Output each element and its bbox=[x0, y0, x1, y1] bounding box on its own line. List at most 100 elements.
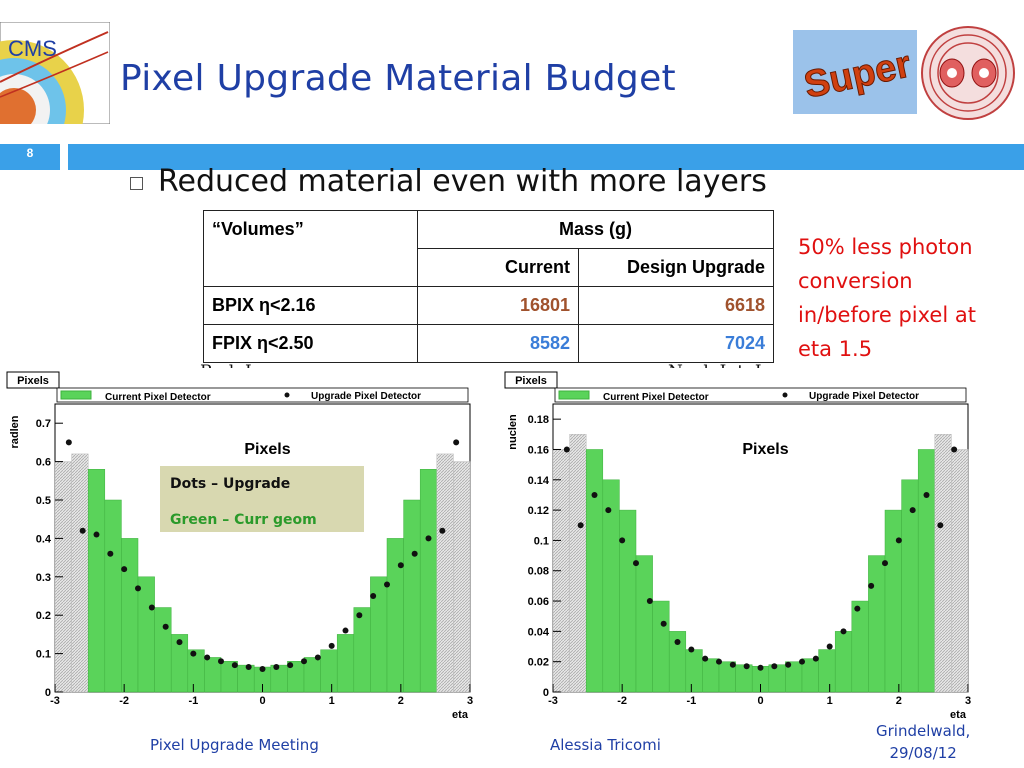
hist-bar bbox=[320, 649, 338, 693]
hist-bar bbox=[884, 509, 902, 693]
frame-label: Pixels bbox=[515, 375, 547, 387]
bullet-text: Reduced material even with more layers bbox=[158, 164, 767, 199]
x-tick-label: -1 bbox=[686, 695, 696, 707]
photon-conversion-note: 50% less photon conversion in/before pix… bbox=[798, 235, 976, 361]
upgrade-point bbox=[148, 604, 155, 611]
upgrade-point bbox=[93, 531, 100, 538]
slide-title: Pixel Upgrade Material Budget bbox=[120, 58, 676, 99]
x-axis-label: eta bbox=[950, 709, 967, 721]
upgrade-point bbox=[729, 661, 736, 668]
upgrade-point bbox=[868, 582, 875, 589]
y-tick-label: 0.06 bbox=[528, 596, 549, 608]
upgrade-point bbox=[812, 655, 819, 662]
hist-bar bbox=[868, 555, 886, 693]
hist-bar bbox=[801, 658, 819, 693]
y-tick-label: 0.04 bbox=[528, 626, 550, 638]
hist-bar bbox=[87, 469, 106, 693]
hist-bar bbox=[951, 449, 969, 693]
legend-swatch-upgrade bbox=[782, 392, 788, 398]
y-tick-label: 0 bbox=[543, 687, 549, 699]
hist-bar bbox=[270, 664, 288, 693]
y-tick-label: 0.02 bbox=[528, 657, 549, 669]
hist-bar bbox=[652, 600, 670, 693]
upgrade-point bbox=[218, 658, 224, 665]
legend-label-current: Current Pixel Detector bbox=[105, 392, 211, 403]
hist-bar bbox=[702, 658, 720, 693]
hist-bar bbox=[237, 664, 255, 693]
annotation-box: Dots – Upgrade Green – Curr geom bbox=[160, 466, 364, 532]
upgrade-point bbox=[245, 664, 252, 671]
upgrade-point bbox=[190, 650, 197, 657]
upgrade-point bbox=[397, 562, 404, 569]
hist-bar bbox=[386, 538, 404, 693]
hist-bar bbox=[187, 649, 205, 693]
upgrade-point bbox=[176, 639, 183, 646]
header-mass: Mass (g) bbox=[417, 210, 774, 249]
cms-logo-text: CMS bbox=[8, 36, 57, 61]
legend-label-current: Current Pixel Detector bbox=[603, 392, 709, 403]
upgrade-point bbox=[854, 605, 861, 612]
upgrade-point bbox=[135, 585, 141, 592]
frame-label-box bbox=[6, 371, 60, 389]
y-tick-label: 0.6 bbox=[36, 457, 51, 469]
header-current: Current bbox=[417, 248, 579, 287]
upgrade-point bbox=[301, 658, 307, 665]
x-tick-label: -2 bbox=[617, 695, 627, 707]
x-tick-label: -1 bbox=[188, 695, 198, 707]
upgrade-point bbox=[65, 439, 72, 446]
cms-logo: CMS bbox=[0, 22, 110, 124]
footer-right-line2: 29/08/12 bbox=[889, 744, 957, 762]
footer-right: Grindelwald, 29/08/12 bbox=[876, 720, 970, 764]
upgrade-point bbox=[287, 662, 294, 669]
upgrade-point bbox=[162, 623, 169, 630]
upgrade-point bbox=[646, 598, 653, 605]
lhc-dipole-logo bbox=[921, 26, 1015, 120]
hist-bar bbox=[137, 576, 155, 693]
upgrade-point bbox=[563, 446, 570, 453]
radlen-chart: -3 -2 -1 0 1 2 3 0 0.1 0.2 0.3 0.4 0.5 0.6 0.7 eta radle… bbox=[0, 368, 480, 724]
upgrade-point bbox=[757, 664, 764, 671]
bullet-marker bbox=[130, 177, 143, 190]
x-tick-label: -3 bbox=[548, 695, 558, 707]
x-tick-label: 0 bbox=[259, 695, 265, 707]
row-design: 7024 bbox=[578, 324, 774, 363]
y-axis-label: radlen bbox=[9, 415, 21, 448]
y-tick-label: 0.12 bbox=[528, 505, 549, 517]
hist-bar bbox=[619, 509, 637, 693]
upgrade-point bbox=[107, 550, 114, 557]
nuclen-chart: -3 -2 -1 0 1 2 3 0 0.02 0.04 0.06 0.08 0.1 0.12 0.14 0.… bbox=[498, 368, 978, 724]
inner-title: Pixels bbox=[244, 441, 290, 458]
legend-label-upgrade: Upgrade Pixel Detector bbox=[809, 391, 919, 402]
legend-label-upgrade: Upgrade Pixel Detector bbox=[311, 391, 421, 402]
y-tick-label: 0.1 bbox=[36, 649, 51, 661]
upgrade-point bbox=[799, 658, 805, 665]
super-logo: Super bbox=[793, 30, 917, 114]
x-tick-label: 1 bbox=[329, 695, 335, 707]
upgrade-point bbox=[121, 566, 128, 573]
x-tick-label: -3 bbox=[50, 695, 60, 707]
slide-number: 8 bbox=[26, 146, 34, 160]
upgrade-point bbox=[840, 628, 847, 635]
hist-bar bbox=[353, 607, 371, 693]
upgrade-point bbox=[619, 537, 626, 544]
upgrade-point bbox=[716, 658, 722, 665]
hist-bar bbox=[71, 453, 89, 693]
upgrade-point bbox=[79, 527, 86, 534]
legend-box bbox=[554, 387, 967, 403]
hist-bar bbox=[934, 434, 952, 693]
upgrade-point bbox=[951, 446, 958, 453]
hist-bar bbox=[834, 631, 853, 693]
upgrade-point bbox=[702, 655, 709, 662]
footer-center: Alessia Tricomi bbox=[550, 736, 661, 754]
upgrade-point bbox=[895, 537, 902, 544]
upgrade-point bbox=[674, 638, 681, 645]
slide-number-bar bbox=[0, 144, 60, 170]
y-tick-label: 0.14 bbox=[528, 475, 550, 487]
x-tick-label: 3 bbox=[467, 695, 473, 707]
x-tick-label: 0 bbox=[757, 695, 763, 707]
y-tick-label: 0.7 bbox=[36, 418, 51, 430]
y-tick-label: 0.3 bbox=[36, 572, 51, 584]
upgrade-point bbox=[591, 491, 598, 498]
upgrade-point bbox=[605, 507, 612, 514]
hist-bar bbox=[917, 449, 936, 693]
